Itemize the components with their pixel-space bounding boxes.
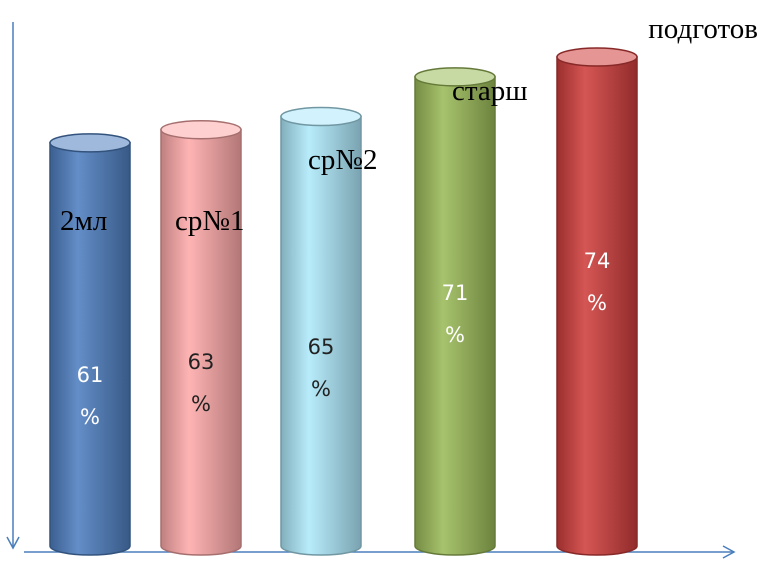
bar-2-body [160, 128, 242, 556]
bar-3 [280, 106, 362, 556]
category-label: 2мл [60, 205, 107, 237]
bar-2-top [160, 119, 242, 140]
category-label: ср№1 [175, 205, 245, 237]
data-label: 65% [308, 335, 335, 401]
data-label: 63% [188, 350, 215, 416]
bar-2 [160, 119, 242, 556]
bar-1-top [49, 133, 131, 153]
bar-3-top [280, 106, 362, 127]
bar-4-body [414, 76, 496, 556]
category-label: ср№2 [308, 144, 378, 176]
data-label: 71% [442, 281, 469, 347]
data-label: 74% [584, 249, 611, 315]
bar-3-body [280, 115, 362, 556]
bar-1-body [49, 142, 131, 556]
bar-4-top [414, 67, 496, 87]
bar-5-body [556, 56, 638, 556]
bar-4 [414, 67, 496, 556]
bar-5 [556, 47, 638, 556]
bar-1 [49, 133, 131, 556]
category-label: подготов [648, 13, 758, 45]
category-label: старш [452, 75, 528, 107]
data-label: 61% [77, 363, 104, 429]
bar-5-top [556, 47, 638, 67]
